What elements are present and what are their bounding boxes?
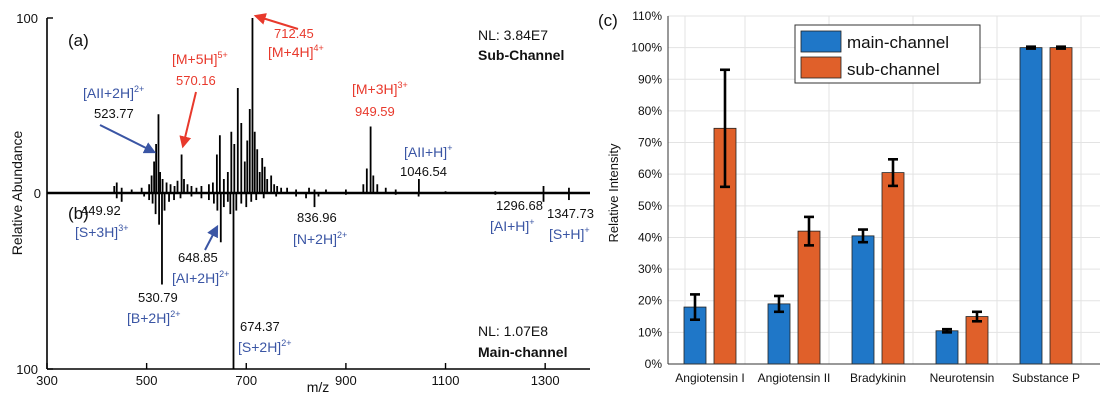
y-axis-title: Relative Abundance <box>9 131 25 256</box>
bar-y-tick-label: 50% <box>638 199 662 213</box>
bar-y-axis-title: Relative Intensity <box>606 143 621 242</box>
sub-channel-title: Sub-Channel <box>478 47 564 63</box>
annotation-m4h: 712.45 [M+4H]4+ <box>253 13 324 60</box>
annotation-s2h-value: 674.37 <box>240 319 280 334</box>
annotation-b2h-value: 530.79 <box>138 290 178 305</box>
arrow-m5h <box>179 91 197 149</box>
bar-y-tick-label: 0% <box>645 357 663 371</box>
annotation-ai-h-value: 1296.68 <box>496 198 543 213</box>
bar-category-label: Angiotensin I <box>675 371 744 385</box>
bar-y-tick-label: 60% <box>638 167 662 181</box>
bar-category-label: Neurotensin <box>930 371 995 385</box>
bar-y-tick-label: 100% <box>631 41 662 55</box>
x-axis-title: m/z <box>307 379 330 395</box>
main-channel-title: Main-channel <box>478 344 567 360</box>
arrow-m4h <box>253 13 299 30</box>
legend-label-main: main-channel <box>847 33 949 52</box>
annotation-m3h-value: 949.59 <box>355 104 395 119</box>
bar-y-tick-label: 30% <box>638 262 662 276</box>
annotation-m5h-ion: [M+5H]5+ <box>172 50 228 67</box>
arrow-aii-2h <box>99 124 157 154</box>
x-tick-label: 500 <box>136 373 158 388</box>
bar-sub-channel <box>881 172 905 365</box>
y-tick-label-top: 100 <box>16 11 38 26</box>
y-tick-label-bottom: 100 <box>16 362 38 377</box>
nl-main-channel: NL: 1.07E8 <box>478 323 548 339</box>
annotation-m5h-value: 570.16 <box>176 73 216 88</box>
spectrum-panel: Relative Abundance 100 0 100 300 500 700 90… <box>9 11 594 395</box>
bar-category-labels: Angiotensin I Angiotensin II Bradykinin Neu… <box>675 371 1080 385</box>
annotation-s3h: 449.92 [S+3H]3+ <box>75 203 128 240</box>
y-tick-label-zero: 0 <box>34 186 41 201</box>
bar-series <box>683 45 1073 365</box>
bar-sub-channel <box>1049 47 1073 365</box>
bar-main-channel <box>935 330 959 365</box>
annotation-s-h-value: 1347.73 <box>547 206 594 221</box>
bar-y-tick-label: 110% <box>632 9 662 23</box>
annotation-m4h-ion: [M+4H]4+ <box>268 43 324 60</box>
peaks-main-channel <box>115 193 570 369</box>
annotation-aii-h-value: 1046.54 <box>400 164 447 179</box>
x-axis-ticks: 300 500 700 900 1100 1300 <box>36 363 560 388</box>
bar-y-ticks: 0% 10% 20% 30% 40% 50% 60% 70% 80% 90% 100% 110% <box>631 9 662 371</box>
annotation-m3h-ion: [M+3H]3+ <box>352 80 408 97</box>
annotation-m3h: [M+3H]3+ 949.59 <box>352 80 408 119</box>
annotation-n2h-ion: [N+2H]2+ <box>293 230 347 247</box>
annotation-s2h-ion: [S+2H]2+ <box>238 338 291 355</box>
x-tick-label: 900 <box>335 373 357 388</box>
x-tick-label: 1100 <box>432 373 460 388</box>
bar-y-tick-label: 80% <box>638 104 662 118</box>
annotation-ai-2h: 648.85 [AI+2H]2+ <box>172 224 229 286</box>
annotation-ai-h-ion: [AI+H]+ <box>490 217 535 234</box>
x-tick-label: 300 <box>36 373 58 388</box>
peaks-sub-channel <box>113 18 570 193</box>
bar-main-channel <box>1019 47 1043 365</box>
annotation-aii-2h: [AII+2H]2+ 523.77 <box>83 84 157 154</box>
annotation-aii-h: [AII+H]+ 1046.54 <box>400 143 452 179</box>
bar-sub-channel <box>797 230 821 365</box>
bar-category-label: Angiotensin II <box>758 371 831 385</box>
annotation-b2h: 530.79 [B+2H]2+ <box>127 290 180 326</box>
annotation-n2h: 836.96 [N+2H]2+ <box>293 210 347 247</box>
bar-y-tick-label: 10% <box>638 325 662 339</box>
bar-panel: (c) Relative Intensity 0% 10% 20% 30% 40% 50%… <box>598 9 1100 385</box>
annotation-aii-h-ion: [AII+H]+ <box>404 143 452 160</box>
annotation-n2h-value: 836.96 <box>297 210 337 225</box>
legend-label-sub: sub-channel <box>847 60 940 79</box>
legend-swatch-main <box>800 30 842 53</box>
annotation-m5h: [M+5H]5+ 570.16 <box>172 50 228 149</box>
bar-category-label: Bradykinin <box>850 371 906 385</box>
legend-swatch-sub <box>800 56 842 79</box>
annotation-ai-h: 1296.68 [AI+H]+ <box>490 198 543 234</box>
x-tick-label: 1300 <box>531 373 560 388</box>
annotation-ai-2h-value: 648.85 <box>178 250 218 265</box>
arrow-ai-2h <box>204 224 219 251</box>
bar-y-tick-label: 20% <box>638 294 662 308</box>
annotation-b2h-ion: [B+2H]2+ <box>127 309 180 326</box>
legend: main-channel sub-channel <box>794 24 981 84</box>
annotation-ai-2h-ion: [AI+2H]2+ <box>172 269 229 286</box>
panel-label-b: (b) <box>68 204 89 223</box>
annotation-s-h-ion: [S+H]+ <box>549 225 590 242</box>
annotation-s3h-ion: [S+3H]3+ <box>75 223 128 240</box>
x-tick-label: 700 <box>235 373 257 388</box>
annotation-m4h-value: 712.45 <box>274 26 314 41</box>
bar-main-channel <box>851 235 875 365</box>
bar-sub-channel <box>965 316 989 365</box>
panel-label-a: (a) <box>68 31 89 50</box>
annotation-aii-2h-value: 523.77 <box>94 106 134 121</box>
annotation-aii-2h-ion: [AII+2H]2+ <box>83 84 144 101</box>
bar-category-label: Substance P <box>1012 371 1080 385</box>
annotation-s3h-value: 449.92 <box>81 203 121 218</box>
annotation-s2h: 674.37 [S+2H]2+ <box>238 319 291 355</box>
bar-y-tick-label: 90% <box>638 72 662 86</box>
nl-sub-channel: NL: 3.84E7 <box>478 27 548 43</box>
panel-label-c: (c) <box>598 11 618 30</box>
bar-y-tick-label: 70% <box>638 136 662 150</box>
bar-y-tick-label: 40% <box>638 230 662 244</box>
annotation-s-h: 1347.73 [S+H]+ <box>547 206 594 242</box>
